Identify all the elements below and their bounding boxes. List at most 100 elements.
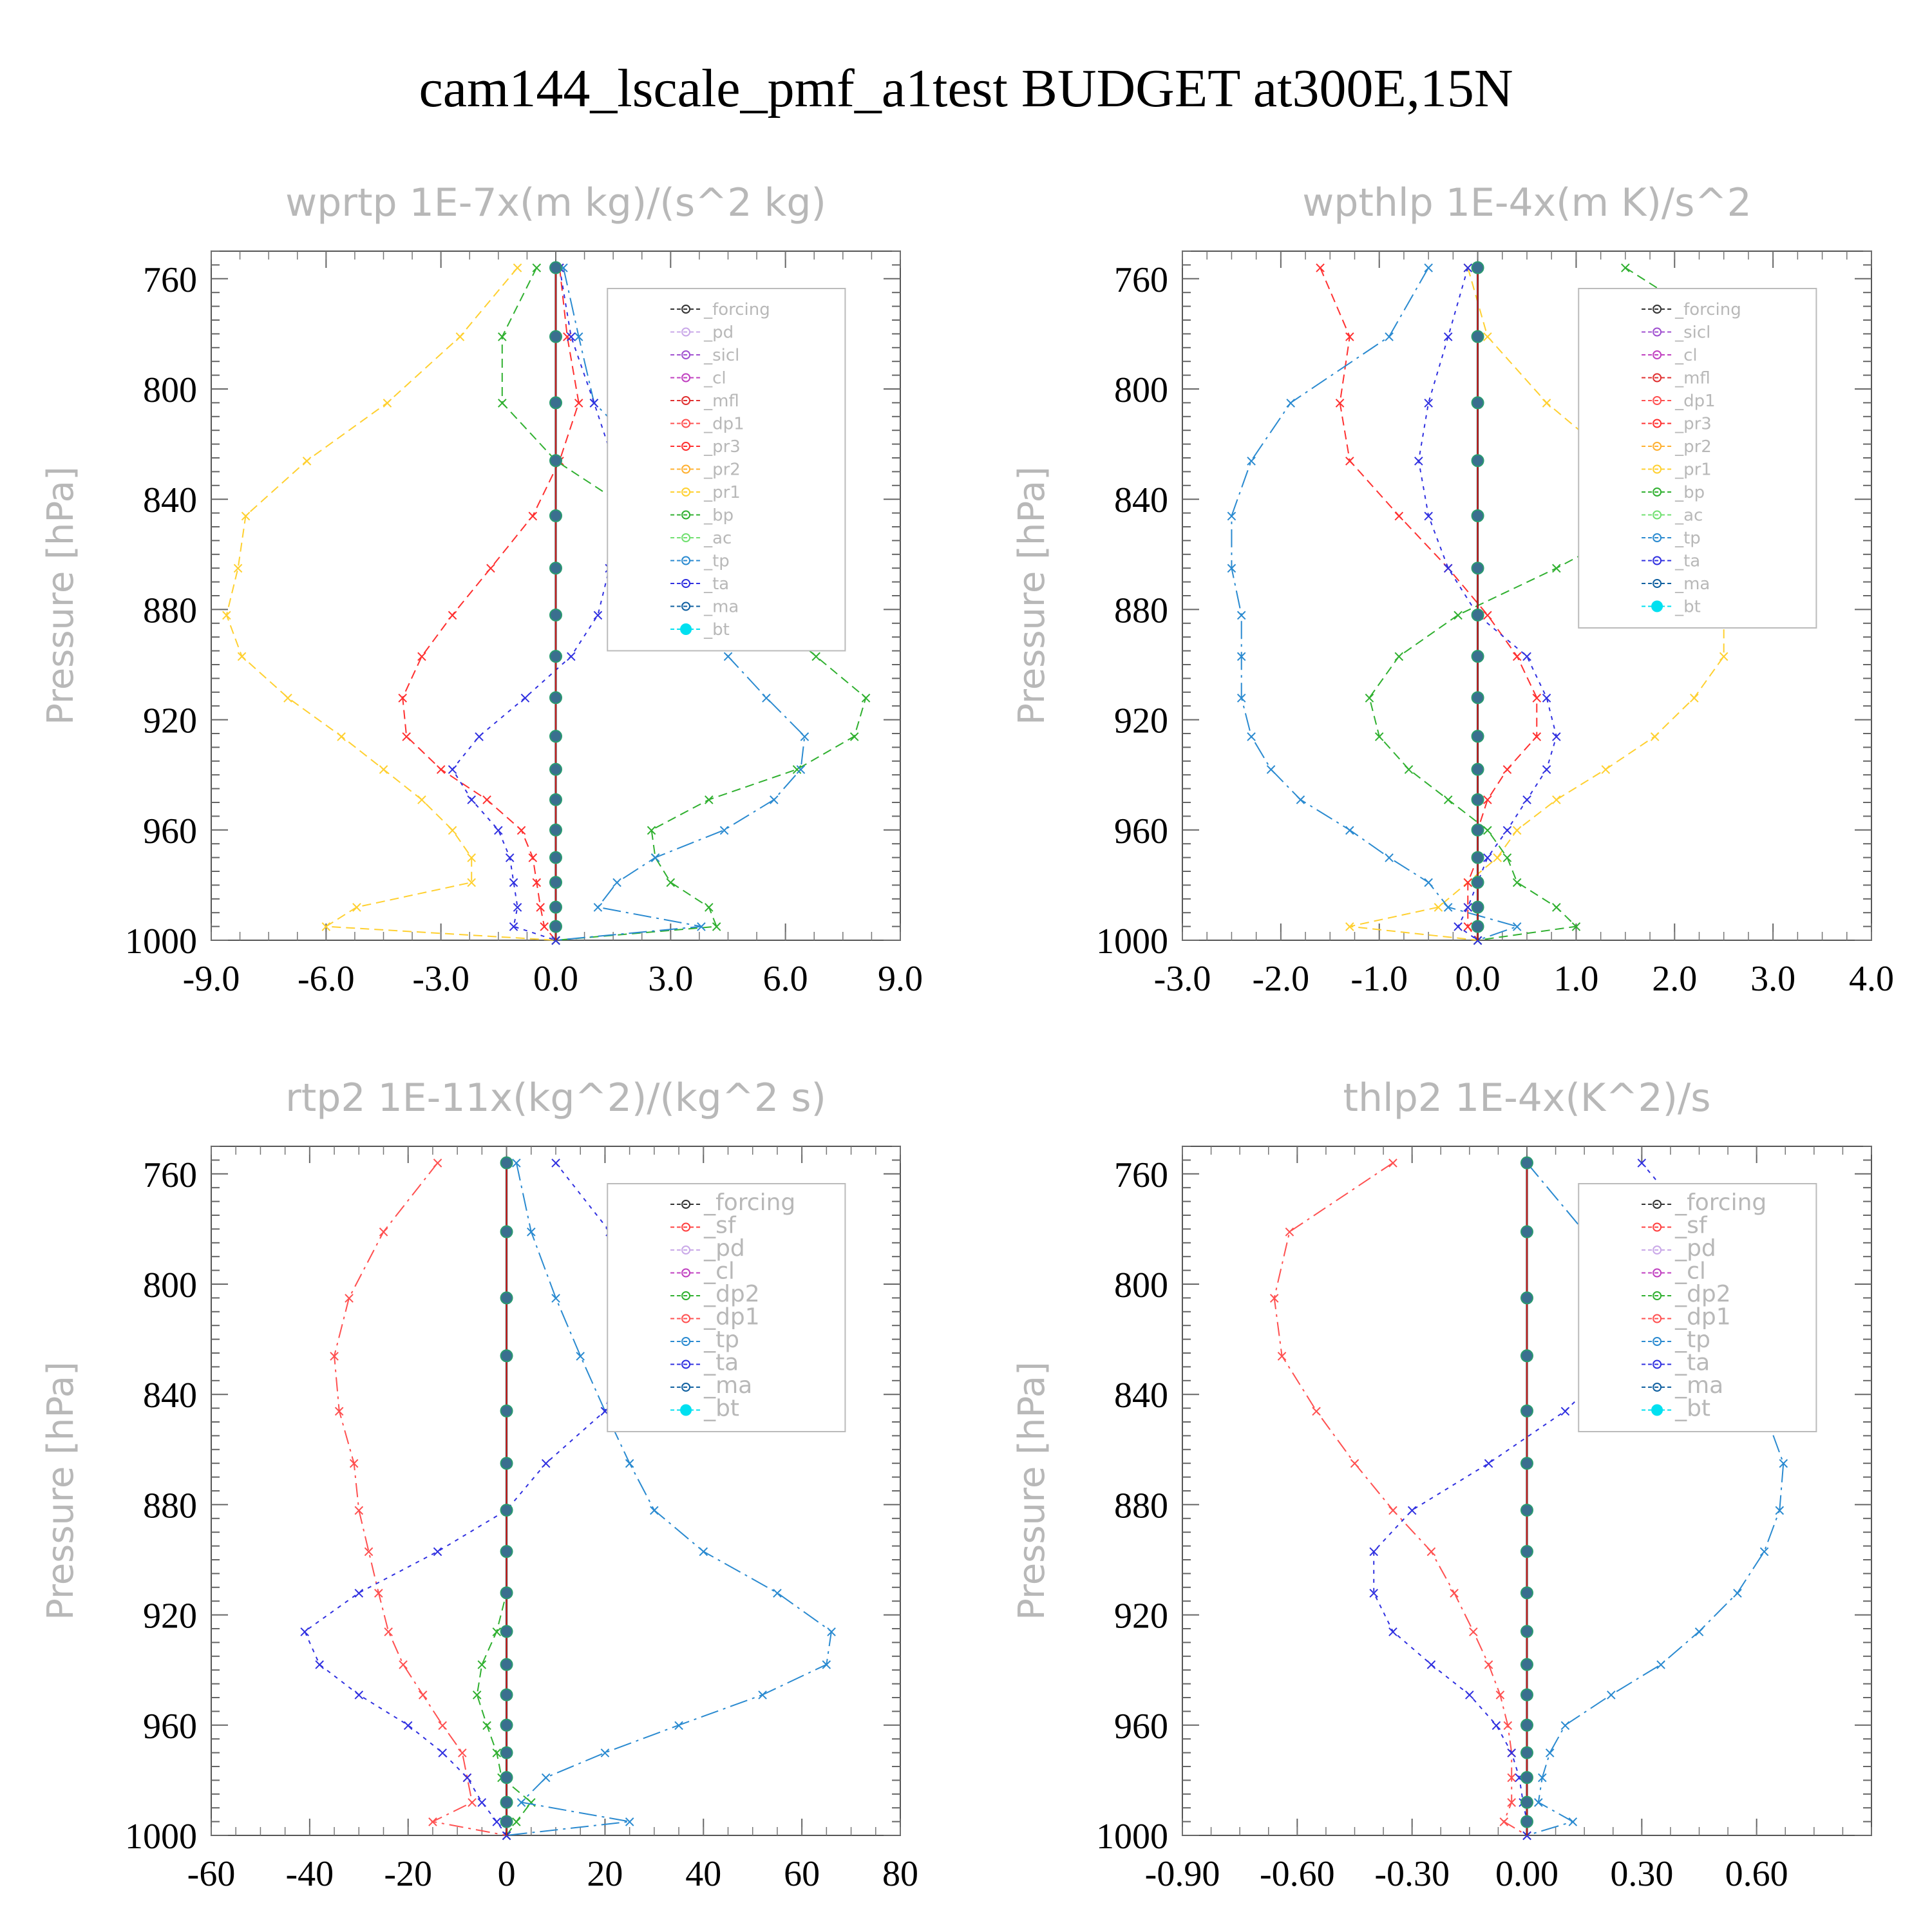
series-point-bt [500, 1658, 513, 1671]
series-marker-dp2: × [525, 1794, 538, 1812]
x-tick-label: -3.0 [1154, 959, 1211, 999]
series-marker-dp2: × [510, 1813, 523, 1831]
legend-label: _forcing [703, 300, 770, 319]
series-line-pr3 [1320, 267, 1538, 941]
series-marker-tp: × [1773, 1501, 1786, 1519]
legend-marker [1653, 1291, 1662, 1300]
series-marker-bp: × [1550, 559, 1563, 577]
panel-title: wpthlp 1E-4x(m K)/s^2 [1302, 180, 1752, 225]
series-marker-ta: × [1412, 451, 1425, 469]
x-tick-label: -40 [286, 1854, 334, 1894]
y-tick-label: 760 [143, 1155, 197, 1195]
series-marker-tp: × [1558, 1716, 1571, 1734]
series-line-pr3 [402, 267, 580, 941]
legend-marker [1653, 1222, 1662, 1232]
series-marker-tp: × [611, 873, 623, 891]
series-point-bt [1471, 730, 1484, 743]
series-marker-pr3: × [515, 821, 527, 839]
series-point-bt [500, 1795, 513, 1809]
series-marker-dp1: × [1387, 1501, 1399, 1519]
series-marker-ta: × [436, 1744, 449, 1762]
legend-label: _bt [703, 620, 730, 639]
series-marker-tp: × [760, 688, 773, 706]
y-tick-label: 800 [143, 370, 197, 410]
y-tick-label: 1000 [125, 1817, 197, 1857]
series-marker-bp: × [1481, 821, 1494, 839]
legend-label: _dp2 [703, 1281, 760, 1307]
series-marker-tp: × [718, 821, 731, 839]
legend-label: _ac [1674, 506, 1703, 526]
legend-label: _forcing [1674, 300, 1741, 319]
series-point-bt [549, 900, 562, 914]
series-marker-bp: × [664, 873, 677, 891]
panel-title: rtp2 1E-11x(kg^2)/(kg^2 s) [285, 1075, 826, 1121]
legend-marker [681, 1200, 691, 1209]
series-marker-ta: × [504, 849, 516, 867]
series-marker-ta: × [352, 1584, 365, 1602]
series-marker-tp: × [1654, 1656, 1667, 1674]
y-tick-label: 760 [1114, 260, 1168, 300]
legend-marker [1653, 556, 1662, 565]
legend-box [607, 1183, 846, 1432]
series-marker-pr3: × [538, 918, 551, 936]
series-marker-bp: × [1403, 761, 1416, 779]
series-marker-tp: × [1225, 559, 1238, 577]
series-marker-ta: × [1463, 1686, 1476, 1704]
series-marker-ta: × [1550, 727, 1563, 745]
x-tick-label: -60 [187, 1854, 236, 1894]
series-point-bt [1520, 1457, 1533, 1470]
legend-label: _bp [1674, 483, 1705, 502]
series-marker-pr1: × [381, 393, 393, 412]
legend-marker [680, 1404, 692, 1416]
series-marker-pr1: × [1550, 791, 1563, 809]
y-axis-label: Pressure [hPa] [40, 1361, 82, 1620]
y-tick-label: 960 [1114, 1707, 1168, 1747]
series-marker-tp: × [820, 1656, 833, 1674]
series-marker-tp: × [1265, 761, 1278, 779]
series-marker-bp: × [1619, 259, 1632, 277]
series-marker-ta: × [492, 821, 505, 839]
series-marker-bp: × [859, 688, 872, 706]
series-marker-ta: × [402, 1716, 415, 1734]
legend-label: _bt [1674, 598, 1701, 617]
series-marker-tp: × [623, 1813, 636, 1831]
series-marker-pr3: × [1481, 606, 1494, 624]
legend-label: _ta [1674, 1350, 1710, 1376]
legend-marker [681, 464, 691, 474]
series-marker-tp: × [1511, 918, 1524, 936]
series-point-bt [549, 330, 562, 343]
legend-label: _sf [703, 1213, 737, 1239]
x-tick-label: 0.0 [533, 959, 578, 999]
series-marker-ta: × [298, 1622, 311, 1640]
series-marker-ta: × [565, 328, 578, 346]
series-marker-tp: × [771, 1584, 784, 1602]
y-tick-label: 920 [1114, 701, 1168, 741]
series-marker-pr3: × [1392, 507, 1405, 525]
series-point-bt [549, 650, 562, 663]
series-marker-pr3: × [1461, 898, 1474, 916]
series-marker-dp1: × [1482, 1656, 1495, 1674]
series-point-bt [500, 1625, 513, 1638]
legend-marker [1653, 1245, 1662, 1255]
series-point-bt [1520, 1746, 1533, 1759]
series-marker-dp2: × [490, 1622, 503, 1640]
series-marker-tp: × [825, 1622, 838, 1640]
legend-label: _cl [703, 369, 726, 388]
series-marker-bp: × [703, 791, 715, 809]
series-marker-pr3: × [446, 606, 459, 624]
legend-marker [1653, 488, 1662, 497]
series-marker-pr1: × [232, 559, 245, 577]
series-marker-dp1: × [382, 1622, 395, 1640]
series-marker-ta: × [1540, 761, 1553, 779]
y-tick-label: 760 [1114, 1155, 1168, 1195]
panel-4: thlp2 1E-4x(K^2)/s Pressure [hPa] 760 800 84… [1011, 1075, 1872, 1894]
series-marker-bp: × [1392, 647, 1405, 665]
series-line-pr1 [225, 267, 556, 941]
series-marker-pr1: × [281, 688, 294, 706]
legend-marker [681, 350, 691, 359]
legend-label: _dp1 [1674, 1304, 1731, 1331]
series-point-bt [549, 396, 562, 410]
series-point-bt [549, 823, 562, 837]
series-marker-tp: × [697, 1542, 710, 1560]
y-tick-label: 840 [1114, 480, 1168, 520]
